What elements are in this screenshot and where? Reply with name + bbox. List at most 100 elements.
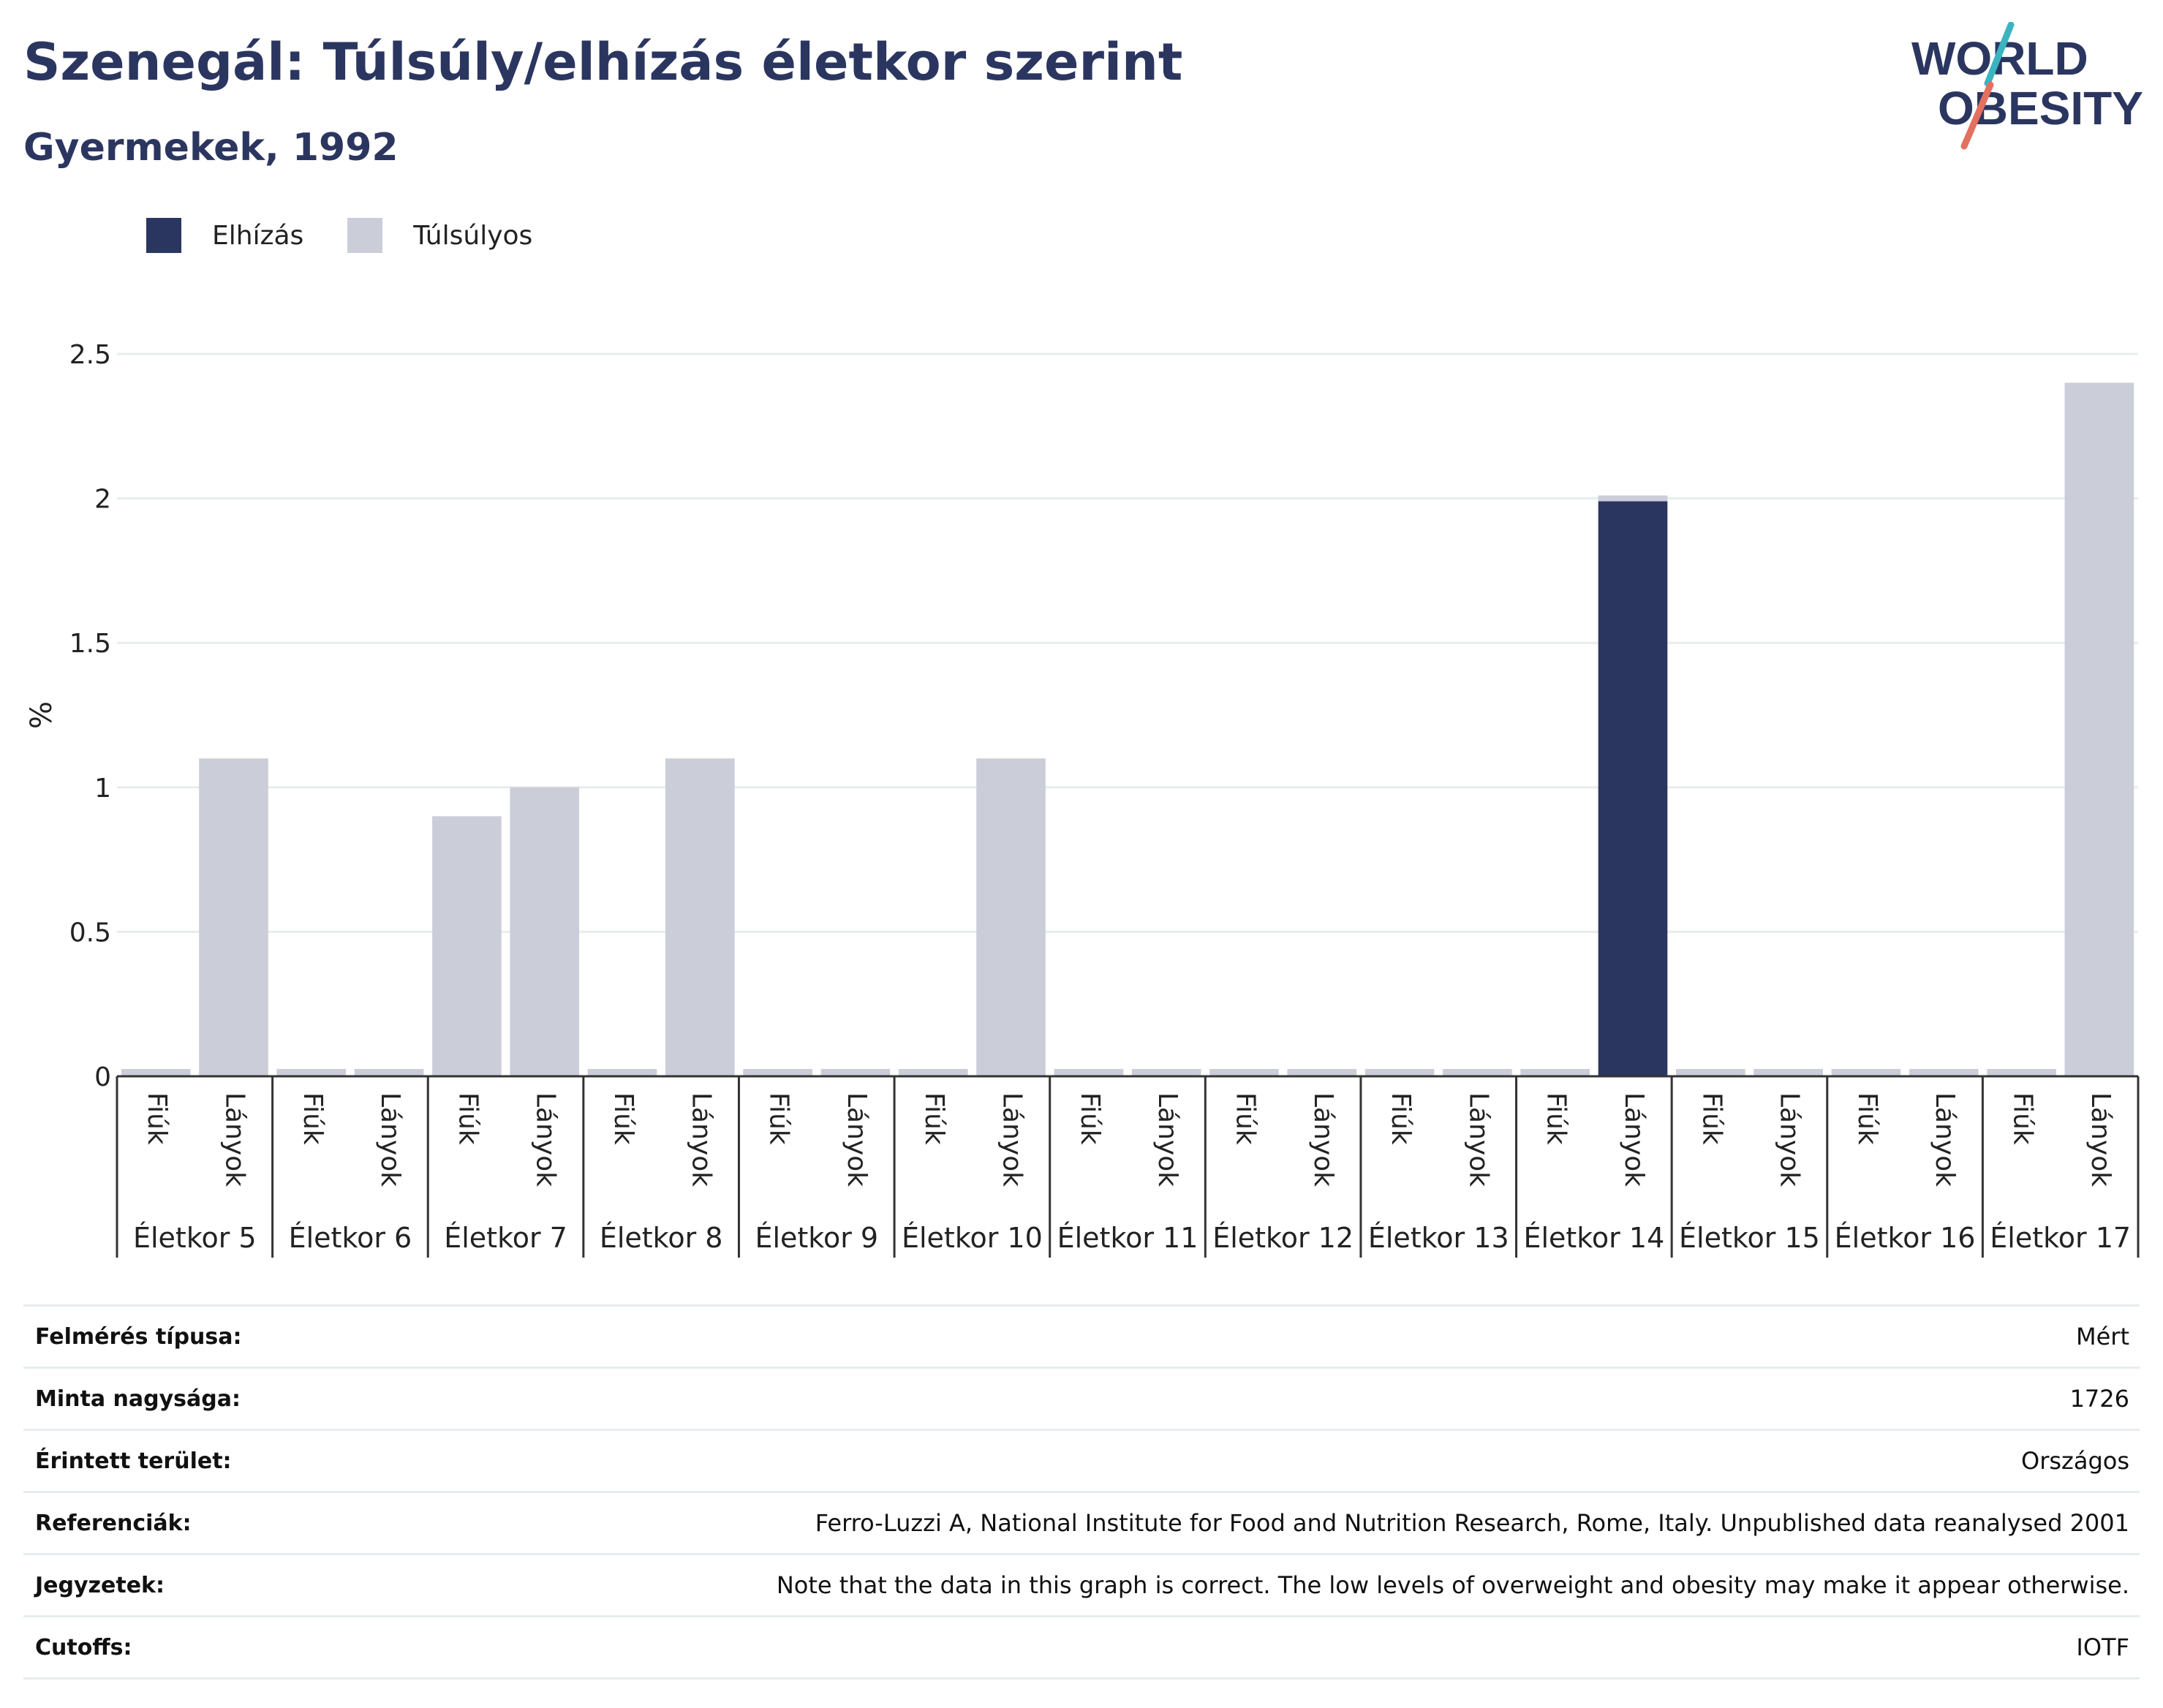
meta-key: Jegyzetek: xyxy=(35,1572,165,1598)
x-subcategory-label: Fiúk xyxy=(608,1092,638,1145)
x-subcategory-label: Lányok xyxy=(997,1092,1027,1187)
bar-overweight xyxy=(432,816,502,1076)
bar-overweight xyxy=(1598,495,1668,502)
x-group-label: Életkor 14 xyxy=(1523,1222,1664,1254)
y-tick-label: 2.5 xyxy=(69,340,111,370)
legend-swatch-obesity xyxy=(146,218,181,253)
bar-zero xyxy=(898,1069,968,1076)
x-subcategory-label: Lányok xyxy=(219,1092,249,1187)
x-group-label: Életkor 9 xyxy=(755,1222,878,1254)
meta-row-cutoffs: Cutoffs: IOTF xyxy=(23,1615,2140,1679)
bar-zero xyxy=(1520,1069,1590,1076)
x-subcategory-label: Lányok xyxy=(1308,1092,1338,1187)
chart-title: Szenegál: Túlsúly/elhízás életkor szerin… xyxy=(23,32,1183,92)
x-group-label: Életkor 10 xyxy=(902,1222,1043,1254)
meta-row-notes: Jegyzetek: Note that the data in this gr… xyxy=(23,1553,2140,1615)
meta-value: Országos xyxy=(2021,1447,2129,1475)
meta-value: Ferro-Luzzi A, National Institute for Fo… xyxy=(815,1509,2129,1537)
x-subcategory-label: Fiúk xyxy=(1075,1092,1105,1145)
bar-zero xyxy=(1676,1069,1745,1076)
x-group-label: Életkor 13 xyxy=(1368,1222,1509,1254)
bar-chart: 0 0.5 1 1.5 2 2.5% Fiúk Lányok Fiúk Lányok Fiúk Lán… xyxy=(25,340,2140,1258)
y-axis-label: % xyxy=(25,701,58,729)
x-subcategory-label: Lányok xyxy=(1930,1092,1960,1187)
x-subcategory-label: Fiúk xyxy=(1541,1092,1571,1145)
meta-key: Cutoffs: xyxy=(35,1634,132,1660)
x-subcategory-label: Fiúk xyxy=(298,1092,328,1145)
x-subcategory-label: Lányok xyxy=(686,1092,716,1187)
x-subcategory-label: Fiúk xyxy=(1852,1092,1882,1145)
meta-value: IOTF xyxy=(2076,1633,2129,1661)
meta-key: Referenciák: xyxy=(35,1510,192,1536)
x-subcategory-label: Lányok xyxy=(1152,1092,1182,1187)
bar-zero xyxy=(1909,1069,1979,1076)
bar-zero xyxy=(121,1069,191,1076)
y-tick-label: 0.5 xyxy=(69,918,111,948)
x-group-label: Életkor 16 xyxy=(1835,1222,1976,1254)
meta-row-survey-type: Felmérés típusa: Mért xyxy=(23,1304,2140,1367)
legend-item-obesity[interactable]: Elhízás xyxy=(146,218,303,253)
x-subcategory-label: Lányok xyxy=(1463,1092,1493,1187)
x-subcategory-label: Fiúk xyxy=(764,1092,794,1145)
x-subcategory-label: Fiúk xyxy=(142,1092,172,1145)
logo-slash-teal xyxy=(1984,22,2015,87)
legend-label-obesity: Elhízás xyxy=(212,220,304,251)
bar-zero xyxy=(1364,1069,1435,1076)
bar-zero xyxy=(1131,1069,1201,1076)
bar-zero xyxy=(1054,1069,1124,1076)
x-subcategory-label: Lányok xyxy=(1619,1092,1649,1187)
bar-zero xyxy=(1443,1069,1512,1076)
x-subcategory-label: Fiúk xyxy=(1386,1092,1416,1145)
x-subcategory-label: Lányok xyxy=(531,1092,561,1187)
meta-key: Felmérés típusa: xyxy=(35,1323,242,1350)
legend-label-overweight: Túlsúlyos xyxy=(413,220,533,251)
meta-key: Érintett terület: xyxy=(35,1448,232,1474)
x-subcategory-label: Fiúk xyxy=(2008,1092,2038,1145)
bar-zero xyxy=(1287,1069,1357,1076)
logo-line-obesity: OBESITY xyxy=(1938,82,2143,135)
x-subcategory-label: Fiúk xyxy=(919,1092,949,1145)
bar-zero xyxy=(1831,1069,1901,1076)
bar-zero xyxy=(587,1069,657,1076)
x-group-label: Életkor 5 xyxy=(133,1222,257,1254)
bar-zero xyxy=(743,1069,812,1076)
x-group-label: Életkor 6 xyxy=(289,1222,412,1254)
x-subcategory-label: Fiúk xyxy=(453,1092,483,1145)
bar-zero xyxy=(276,1069,347,1076)
bar-obesity xyxy=(1598,501,1668,1076)
meta-value: 1726 xyxy=(2069,1385,2129,1413)
legend-item-overweight[interactable]: Túlsúlyos xyxy=(347,218,532,253)
bar-overweight xyxy=(976,758,1046,1076)
survey-info-table: Felmérés típusa: Mért Minta nagysága: 17… xyxy=(23,1304,2140,1679)
bar-overweight xyxy=(665,758,735,1076)
y-tick-label: 0 xyxy=(94,1062,111,1092)
meta-row-area: Érintett terület: Országos xyxy=(23,1429,2140,1491)
x-group-label: Életkor 12 xyxy=(1212,1222,1354,1254)
x-subcategory-label: Fiúk xyxy=(1230,1092,1260,1145)
meta-row-references: Referenciák: Ferro-Luzzi A, National Ins… xyxy=(23,1491,2140,1553)
bar-zero xyxy=(1209,1069,1279,1076)
logo-slash-coral xyxy=(1960,81,1994,150)
x-subcategory-label: Lányok xyxy=(842,1092,872,1187)
y-tick-label: 1 xyxy=(94,774,111,804)
meta-key: Minta nagysága: xyxy=(35,1386,241,1412)
x-subcategory-label: Fiúk xyxy=(1696,1092,1726,1145)
meta-row-sample-size: Minta nagysága: 1726 xyxy=(23,1367,2140,1429)
x-subcategory-label: Lányok xyxy=(375,1092,405,1187)
bar-zero xyxy=(1987,1069,2056,1076)
meta-value: Note that the data in this graph is corr… xyxy=(776,1571,2129,1599)
y-tick-label: 1.5 xyxy=(69,629,111,659)
chart-legend: Elhízás Túlsúlyos xyxy=(146,216,576,254)
x-group-label: Életkor 17 xyxy=(1990,1222,2131,1254)
legend-swatch-overweight xyxy=(347,218,383,253)
bar-overweight xyxy=(199,758,268,1076)
x-group-label: Életkor 15 xyxy=(1679,1222,1820,1254)
bar-overweight xyxy=(510,787,579,1076)
x-group-label: Életkor 8 xyxy=(600,1222,723,1254)
x-subcategory-label: Lányok xyxy=(1775,1092,1805,1187)
meta-value: Mért xyxy=(2076,1323,2129,1350)
chart-subtitle: Gyermekek, 1992 xyxy=(23,126,399,170)
x-group-label: Életkor 7 xyxy=(444,1222,567,1254)
world-obesity-logo: WORLD OBESITY xyxy=(1911,22,2143,150)
bar-zero xyxy=(1754,1069,1823,1076)
